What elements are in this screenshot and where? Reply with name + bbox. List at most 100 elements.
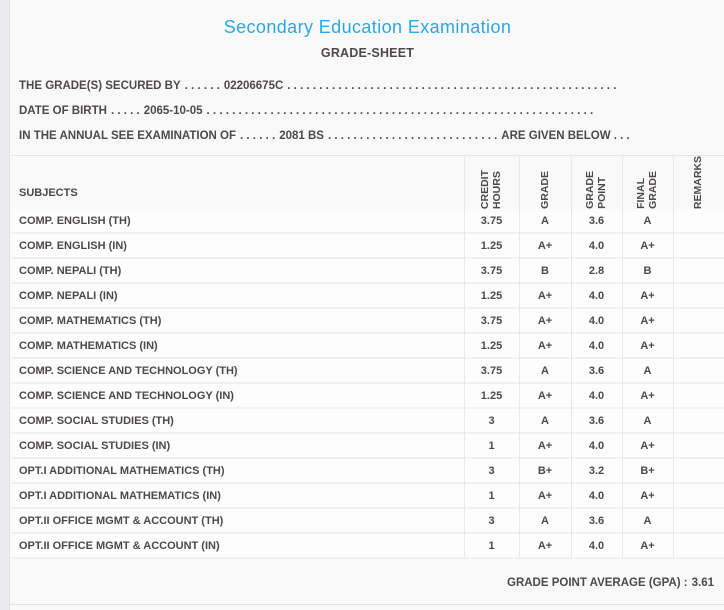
cell-subject: COMP. SOCIAL STUDIES (TH) [19,414,174,427]
cell-final-grade: A+ [640,239,655,252]
table-row: COMP. SCIENCE AND TECHNOLOGY (TH) 3.75 A… [11,359,724,384]
rotated-header-label: FINAL GRADE [635,171,660,210]
cell-credit-hours: 1 [488,489,495,502]
cell-grade-point: 4.0 [588,389,605,402]
info-label: IN THE ANNUAL SEE EXAMINATION OF [19,130,237,142]
cell-credit-hours: 3 [488,414,495,427]
table-body: COMP. ENGLISH (TH) 3.75 A 3.6 A COMP. EN… [11,209,724,559]
table-row: OPT.II OFFICE MGMT & ACCOUNT (TH) 3 A 3.… [11,509,724,534]
cell-final-grade: B [643,264,652,277]
cell-grade: A+ [537,439,553,452]
info-label: THE GRADE(S) SECURED BY [19,80,181,92]
gpa-summary: GRADE POINT AVERAGE (GPA) :3.61 [11,577,724,589]
cell-final-grade: A [643,414,652,427]
cell-grade-point: 3.6 [588,364,605,377]
table-row: COMP. SOCIAL STUDIES (TH) 3 A 3.6 A [11,409,724,434]
cell-credit-hours: 1 [488,539,495,552]
info-line-examination-year: IN THE ANNUAL SEE EXAMINATION OF. . . . … [19,130,724,142]
table-row: COMP. MATHEMATICS (TH) 3.75 A+ 4.0 A+ [11,309,724,334]
cell-grade: A+ [537,489,553,502]
cell-grade: A+ [537,314,553,327]
table-row: COMP. NEPALI (IN) 1.25 A+ 4.0 A+ [11,284,724,309]
cell-subject: COMP. MATHEMATICS (TH) [19,314,162,327]
cell-subject: COMP. SCIENCE AND TECHNOLOGY (TH) [19,364,238,377]
cell-grade-point: 3.2 [588,464,605,477]
cell-grade-point: 2.8 [588,264,605,277]
bottom-divider [10,604,724,605]
cell-final-grade: A+ [640,339,655,352]
info-line-grades-secured-by: THE GRADE(S) SECURED BY. . . . . . 022066… [19,80,724,92]
column-header-credit-hours: CREDIT HOURS [464,156,519,212]
document-subtitle: GRADE-SHEET [320,46,415,60]
cell-final-grade: A [643,214,652,227]
cell-subject: OPT.II OFFICE MGMT & ACCOUNT (IN) [19,539,220,552]
cell-final-grade: A+ [640,389,655,402]
dot-trailer: . . . . . . . . . . . . . . . . . . . . … [206,105,594,117]
page-title: Secondary Education Examination [223,17,512,37]
dot-trailer: . . . . . . . . . . . . . . . . . . . . … [287,80,617,92]
cell-grade: A [541,514,549,527]
table-row: OPT.I ADDITIONAL MATHEMATICS (TH) 3 B+ 3… [11,459,724,484]
cell-final-grade: A+ [640,289,655,302]
cell-grade-point: 4.0 [588,289,605,302]
cell-grade-point: 3.6 [588,514,605,527]
column-header-grade: GRADE [519,156,571,212]
cell-subject: COMP. SCIENCE AND TECHNOLOGY (IN) [19,389,234,402]
cell-credit-hours: 3 [488,514,495,527]
cell-final-grade: A+ [640,314,655,327]
cell-credit-hours: 1.25 [480,239,503,252]
cell-final-grade: A+ [640,489,655,502]
cell-subject: OPT.I ADDITIONAL MATHEMATICS (TH) [19,464,225,477]
cell-credit-hours: 3.75 [480,314,503,327]
dot-leader: . . . . . . [240,130,276,142]
column-header-final-grade: FINAL GRADE [622,156,673,212]
cell-credit-hours: 1.25 [480,339,503,352]
cell-credit-hours: 3.75 [480,214,503,227]
student-symbol-number: 02206675C [223,80,284,92]
cell-grade: A [541,214,549,227]
table-row: COMP. ENGLISH (IN) 1.25 A+ 4.0 A+ [11,234,724,259]
grade-sheet-content: Secondary Education Examination GRADE-SH… [11,0,724,589]
date-of-birth-value: 2065-10-05 [143,105,203,117]
table-row: COMP. ENGLISH (TH) 3.75 A 3.6 A [11,209,724,234]
cell-subject: COMP. ENGLISH (IN) [19,239,127,252]
cell-final-grade: A [643,514,652,527]
cell-credit-hours: 3.75 [480,364,503,377]
dot-leader: . . . . . . [184,80,220,92]
cell-grade-point: 4.0 [588,439,605,452]
cell-subject: COMP. NEPALI (TH) [19,264,122,277]
cell-grade-point: 4.0 [588,489,605,502]
cell-grade: A [541,364,549,377]
grades-table: SUBJECTS CREDIT HOURS GRADE GRADE POINT … [11,155,724,559]
table-row: COMP. SCIENCE AND TECHNOLOGY (IN) 1.25 A… [11,384,724,409]
cell-grade-point: 4.0 [588,239,605,252]
rotated-header-label: CREDIT HOURS [479,170,504,210]
cell-subject: COMP. SOCIAL STUDIES (IN) [19,439,171,452]
column-header-grade-point: GRADE POINT [571,156,622,212]
table-row: COMP. SOCIAL STUDIES (IN) 1 A+ 4.0 A+ [11,434,724,459]
rotated-header-label: GRADE [538,171,551,210]
cell-credit-hours: 3.75 [480,264,503,277]
column-header-subjects: SUBJECTS [19,187,78,200]
page-left-gutter [0,0,10,610]
cell-final-grade: A [643,364,652,377]
info-suffix: ARE GIVEN BELOW . . . [501,130,630,142]
cell-final-grade: B+ [640,464,655,477]
cell-grade: A+ [537,289,553,302]
dot-leader: . . . . . [110,105,140,117]
cell-grade-point: 4.0 [588,339,605,352]
cell-final-grade: A+ [640,439,655,452]
cell-subject: OPT.II OFFICE MGMT & ACCOUNT (TH) [19,514,224,527]
cell-grade: B+ [537,464,553,477]
table-row: COMP. MATHEMATICS (IN) 1.25 A+ 4.0 A+ [11,334,724,359]
cell-grade: A+ [537,389,553,402]
cell-subject: COMP. MATHEMATICS (IN) [19,339,158,352]
cell-credit-hours: 1.25 [480,389,503,402]
rotated-header-label: GRADE POINT [584,171,609,210]
table-header-row: SUBJECTS CREDIT HOURS GRADE GRADE POINT … [11,156,724,209]
cell-grade: A+ [537,339,553,352]
cell-credit-hours: 1 [488,439,495,452]
dot-trailer: . . . . . . . . . . . . . . . . . . . . … [327,130,498,142]
cell-subject: COMP. NEPALI (IN) [19,289,118,302]
table-row: OPT.II OFFICE MGMT & ACCOUNT (IN) 1 A+ 4… [11,534,724,559]
